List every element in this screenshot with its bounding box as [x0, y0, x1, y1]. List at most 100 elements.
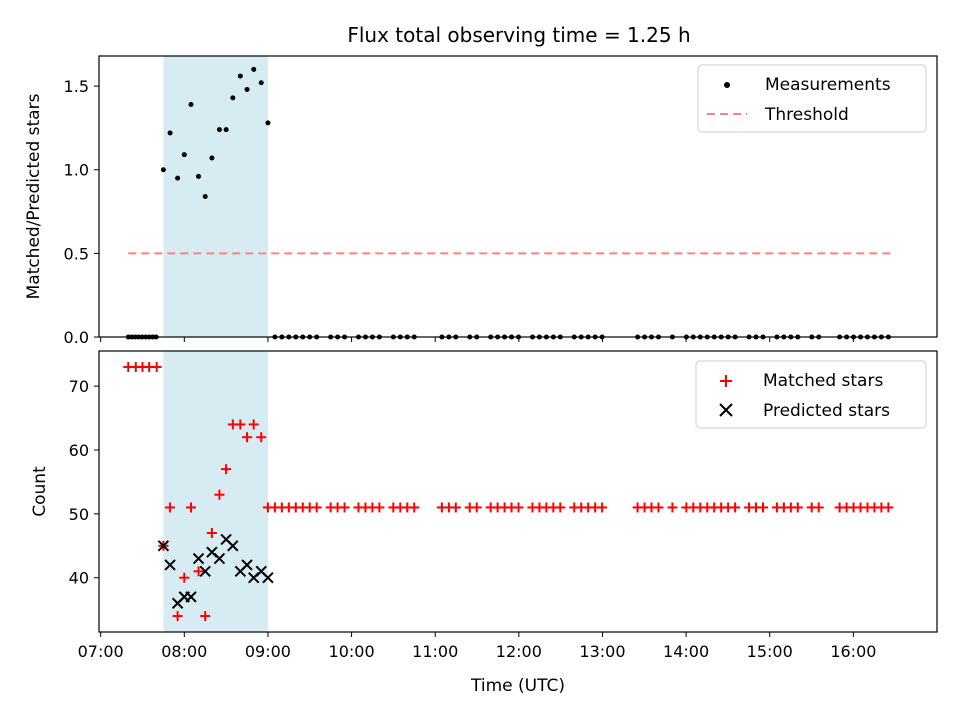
measurement-point [237, 73, 243, 79]
bottom-legend: Matched stars Predicted stars [695, 360, 927, 429]
matched-star-point [597, 502, 608, 513]
y-tick-label: 70 [69, 377, 89, 396]
matched-star-point [450, 502, 461, 513]
x-tick-label: 16:00 [830, 642, 876, 661]
matched-star-point [409, 502, 420, 513]
matched-star-point [242, 432, 253, 443]
matched-star-point [667, 502, 678, 513]
matched-star-point [792, 502, 803, 513]
matched-star-point [256, 432, 267, 443]
predicted-star-point [199, 565, 211, 578]
measurement-point [167, 130, 173, 136]
matched-star-point [374, 502, 385, 513]
predicted-star-point [213, 552, 226, 565]
measurement-point [202, 194, 208, 199]
x-tick-label: 12:00 [496, 642, 542, 661]
bottom-y-axis-label: Count [30, 466, 50, 517]
measurement-point [230, 95, 236, 101]
y-tick-label: 60 [69, 441, 89, 460]
measurement-point [244, 86, 250, 92]
legend-predicted-label: Predicted stars [763, 401, 890, 421]
bottom-x-ticks: 07:00 08:00 09:00 10:00 11:00 12:00 13:00 14:00… [78, 632, 876, 661]
predicted-star-point [262, 572, 274, 584]
bottom-panel: 40 50 60 70 07:00 08:00 09:00 10:00 11:00 12:00 1… [30, 350, 938, 696]
measurement-point [160, 167, 166, 173]
matched-star-point [513, 502, 524, 513]
predicted-star-markers [157, 533, 274, 609]
measurement-point [265, 120, 271, 126]
predicted-star-point [185, 591, 197, 603]
matched-star-markers [123, 361, 894, 622]
matched-star-point [221, 464, 232, 475]
matched-star-point [179, 572, 190, 583]
top-legend-box [697, 64, 927, 133]
x-tick-label: 09:00 [245, 642, 291, 661]
chart-title: Flux total observing time = 1.25 h [347, 23, 690, 47]
matched-star-point [311, 502, 322, 513]
measurement-point [216, 127, 222, 133]
predicted-star-point [157, 540, 170, 552]
legend-matched-marker [720, 375, 732, 387]
x-tick-label: 10:00 [329, 642, 375, 661]
legend-measurements-label: Measurements [765, 75, 891, 95]
top-y-ticks: 0.0 0.5 1.0 1.5 [64, 77, 99, 347]
legend-matched-label: Matched stars [763, 371, 883, 391]
matched-star-point [200, 611, 211, 622]
matched-star-point [883, 502, 894, 513]
matched-star-point [730, 502, 741, 513]
matched-star-point [206, 528, 217, 539]
y-tick-label: 0.0 [64, 328, 89, 347]
matched-star-point [813, 502, 824, 513]
matched-star-point [185, 502, 196, 513]
x-tick-label: 07:00 [78, 642, 124, 661]
measurement-point [251, 66, 257, 72]
measurement-point [196, 173, 202, 179]
x-tick-label: 11:00 [412, 642, 458, 661]
matched-star-point [165, 502, 176, 513]
matched-star-point [653, 502, 664, 513]
x-tick-label: 08:00 [161, 642, 207, 661]
measurement-point [181, 152, 187, 158]
top-legend: Measurements Threshold [697, 64, 927, 133]
matched-star-point [339, 502, 350, 513]
matched-star-point [757, 502, 768, 513]
predicted-star-point [192, 552, 205, 565]
bottom-legend-box [695, 360, 927, 429]
y-tick-label: 0.5 [64, 244, 89, 263]
observing-span-band [163, 56, 268, 337]
x-tick-label: 14:00 [663, 642, 709, 661]
matched-star-point [471, 502, 482, 513]
measurement-point [258, 80, 264, 86]
matched-star-point [172, 611, 183, 622]
measurement-point [209, 155, 215, 161]
x-tick-label: 13:00 [579, 642, 625, 661]
matched-star-point [248, 419, 259, 430]
top-observing-span [163, 56, 268, 337]
y-tick-label: 1.5 [64, 77, 89, 96]
predicted-star-point [241, 559, 253, 571]
predicted-star-point [227, 540, 239, 552]
measurement-point [188, 102, 194, 108]
x-tick-label: 15:00 [747, 642, 793, 661]
matched-star-point [235, 419, 246, 430]
y-tick-label: 1.0 [64, 161, 89, 180]
matched-star-point [193, 566, 204, 577]
matched-star-point [151, 361, 162, 372]
predicted-star-point [164, 559, 176, 571]
top-x-ticks [100, 337, 854, 342]
bottom-y-ticks: 40 50 60 70 [69, 377, 99, 588]
measurement-point [175, 175, 181, 181]
x-axis-label: Time (UTC) [470, 676, 565, 696]
bottom-observing-span [163, 351, 268, 632]
top-y-axis-label: Matched/Predicted stars [24, 93, 44, 299]
legend-threshold-label: Threshold [764, 105, 849, 125]
y-tick-label: 40 [69, 569, 89, 588]
matched-star-point [214, 489, 225, 500]
bottom-axes-frame [98, 350, 938, 633]
observing-span-band [163, 351, 268, 632]
top-axes-frame [98, 55, 938, 338]
top-panel: 0.0 0.5 1.0 1.5 Matched/Predicted stars Mea… [24, 55, 938, 347]
legend-predicted-marker [719, 403, 733, 417]
y-tick-label: 50 [69, 505, 89, 524]
